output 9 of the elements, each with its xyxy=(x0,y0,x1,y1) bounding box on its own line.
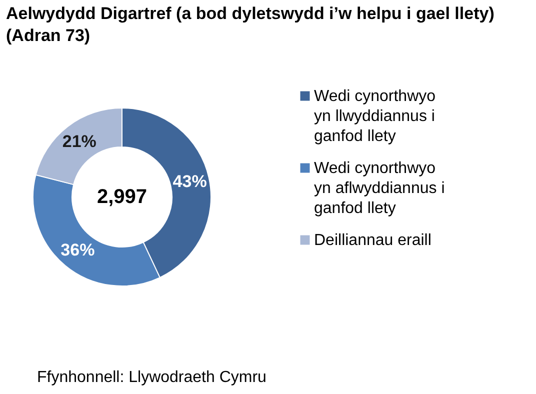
chart-title: Aelwydydd Digartref (a bod dyletswydd i’w helpu i gael llety) (Adran 73) xyxy=(6,4,494,45)
legend-label: Deilliannau eraill xyxy=(314,232,432,249)
data-label: 43% xyxy=(172,172,207,191)
data-label: 21% xyxy=(62,132,96,152)
data-label: 36% xyxy=(60,240,95,260)
text: Ffynhonnell: Llywodraeth Cymru xyxy=(37,369,266,386)
legend-label: Wedi cynorthwyo yn aflwyddiannus i ganfod llety xyxy=(314,160,445,217)
text: 2,997 xyxy=(96,186,148,208)
legend-label: Wedi cynorthwyo yn llwyddiannus i ganfod llety xyxy=(314,88,436,145)
